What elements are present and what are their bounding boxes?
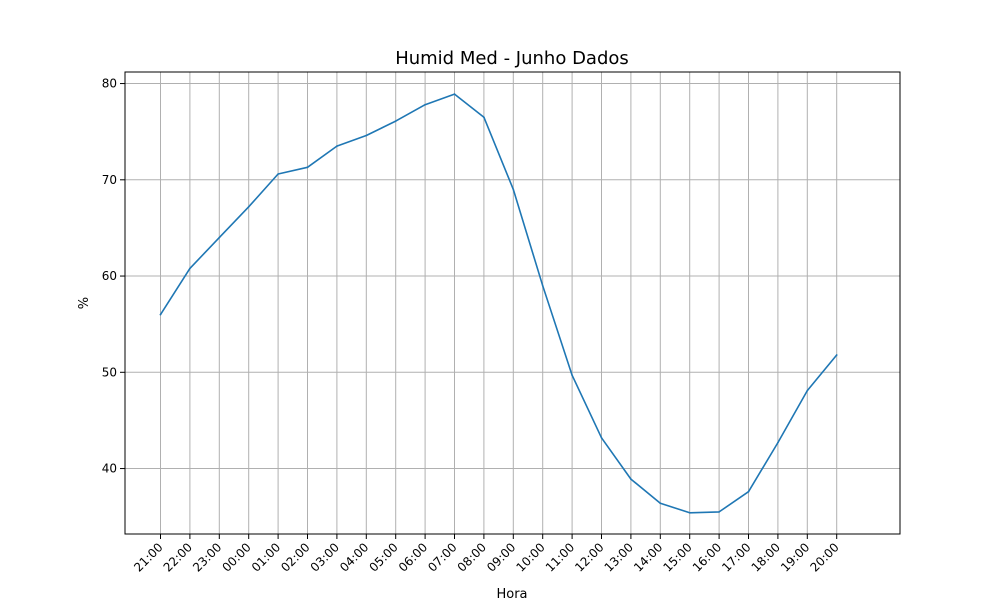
- data-point: [336, 145, 338, 147]
- data-point: [306, 166, 309, 169]
- x-tick-label: 13:00: [602, 540, 636, 574]
- series-layer: [159, 93, 838, 514]
- data-point: [747, 490, 750, 493]
- data-point: [571, 374, 573, 377]
- x-tick-label: 09:00: [484, 540, 518, 574]
- x-tick-label: 19:00: [778, 540, 812, 574]
- y-tick-label: 80: [102, 77, 117, 91]
- x-tick-label: 20:00: [807, 540, 841, 574]
- x-axis-label: Hora: [496, 587, 527, 600]
- x-tick-label: 06:00: [396, 540, 430, 574]
- x-tick-label: 08:00: [455, 540, 489, 574]
- x-tick-label: 07:00: [425, 540, 459, 574]
- plot-frame: [124, 71, 901, 535]
- x-tick-label: 02:00: [278, 540, 312, 574]
- data-point: [835, 354, 838, 356]
- x-tick-label: 14:00: [631, 540, 665, 574]
- x-tick-label: 00:00: [219, 540, 253, 574]
- data-point: [688, 512, 691, 514]
- data-point: [394, 120, 397, 122]
- data-point: [453, 93, 456, 95]
- data-point: [365, 134, 368, 137]
- y-tick-label: 60: [102, 269, 117, 283]
- x-tick-label: 21:00: [131, 540, 165, 574]
- x-tick-label: 22:00: [161, 540, 195, 574]
- x-tick-label: 11:00: [543, 540, 577, 574]
- data-point: [630, 478, 632, 480]
- data-point: [777, 441, 779, 444]
- x-tick-label: 23:00: [190, 540, 224, 574]
- chart-title: Humid Med - Junho Dados: [395, 48, 629, 69]
- x-tick-label: 05:00: [366, 540, 400, 574]
- series-line: [159, 93, 838, 514]
- x-tick-label: 17:00: [719, 540, 753, 574]
- y-tick-label: 70: [102, 173, 117, 187]
- x-tick-label: 16:00: [690, 540, 724, 574]
- data-point: [277, 173, 279, 175]
- y-axis-label: %: [77, 297, 92, 309]
- data-point: [189, 267, 191, 270]
- data-point: [512, 188, 515, 191]
- x-tick-label: 01:00: [249, 540, 283, 574]
- x-tick-label: 04:00: [337, 540, 371, 574]
- y-tick-label: 40: [102, 462, 117, 476]
- data-point: [806, 389, 809, 392]
- x-tick-label: 18:00: [749, 540, 783, 574]
- x-tick-label: 03:00: [308, 540, 342, 574]
- grid: [125, 72, 900, 534]
- data-point: [247, 206, 250, 208]
- x-axis: 21:0022:0023:0000:0001:0002:0003:0004:00…: [131, 534, 842, 575]
- data-point: [659, 502, 662, 505]
- data-point: [218, 236, 221, 239]
- data-point: [424, 103, 426, 106]
- x-tick-label: 12:00: [572, 540, 606, 574]
- y-axis: 40 50 60 70 80: [102, 77, 125, 476]
- data-point: [541, 284, 544, 287]
- x-tick-label: 15:00: [660, 540, 694, 574]
- data-point: [718, 511, 720, 513]
- y-tick-label: 50: [102, 365, 117, 379]
- x-tick-label: 10:00: [513, 540, 547, 574]
- data-point: [600, 437, 603, 439]
- data-point: [159, 313, 162, 316]
- data-point: [483, 116, 485, 118]
